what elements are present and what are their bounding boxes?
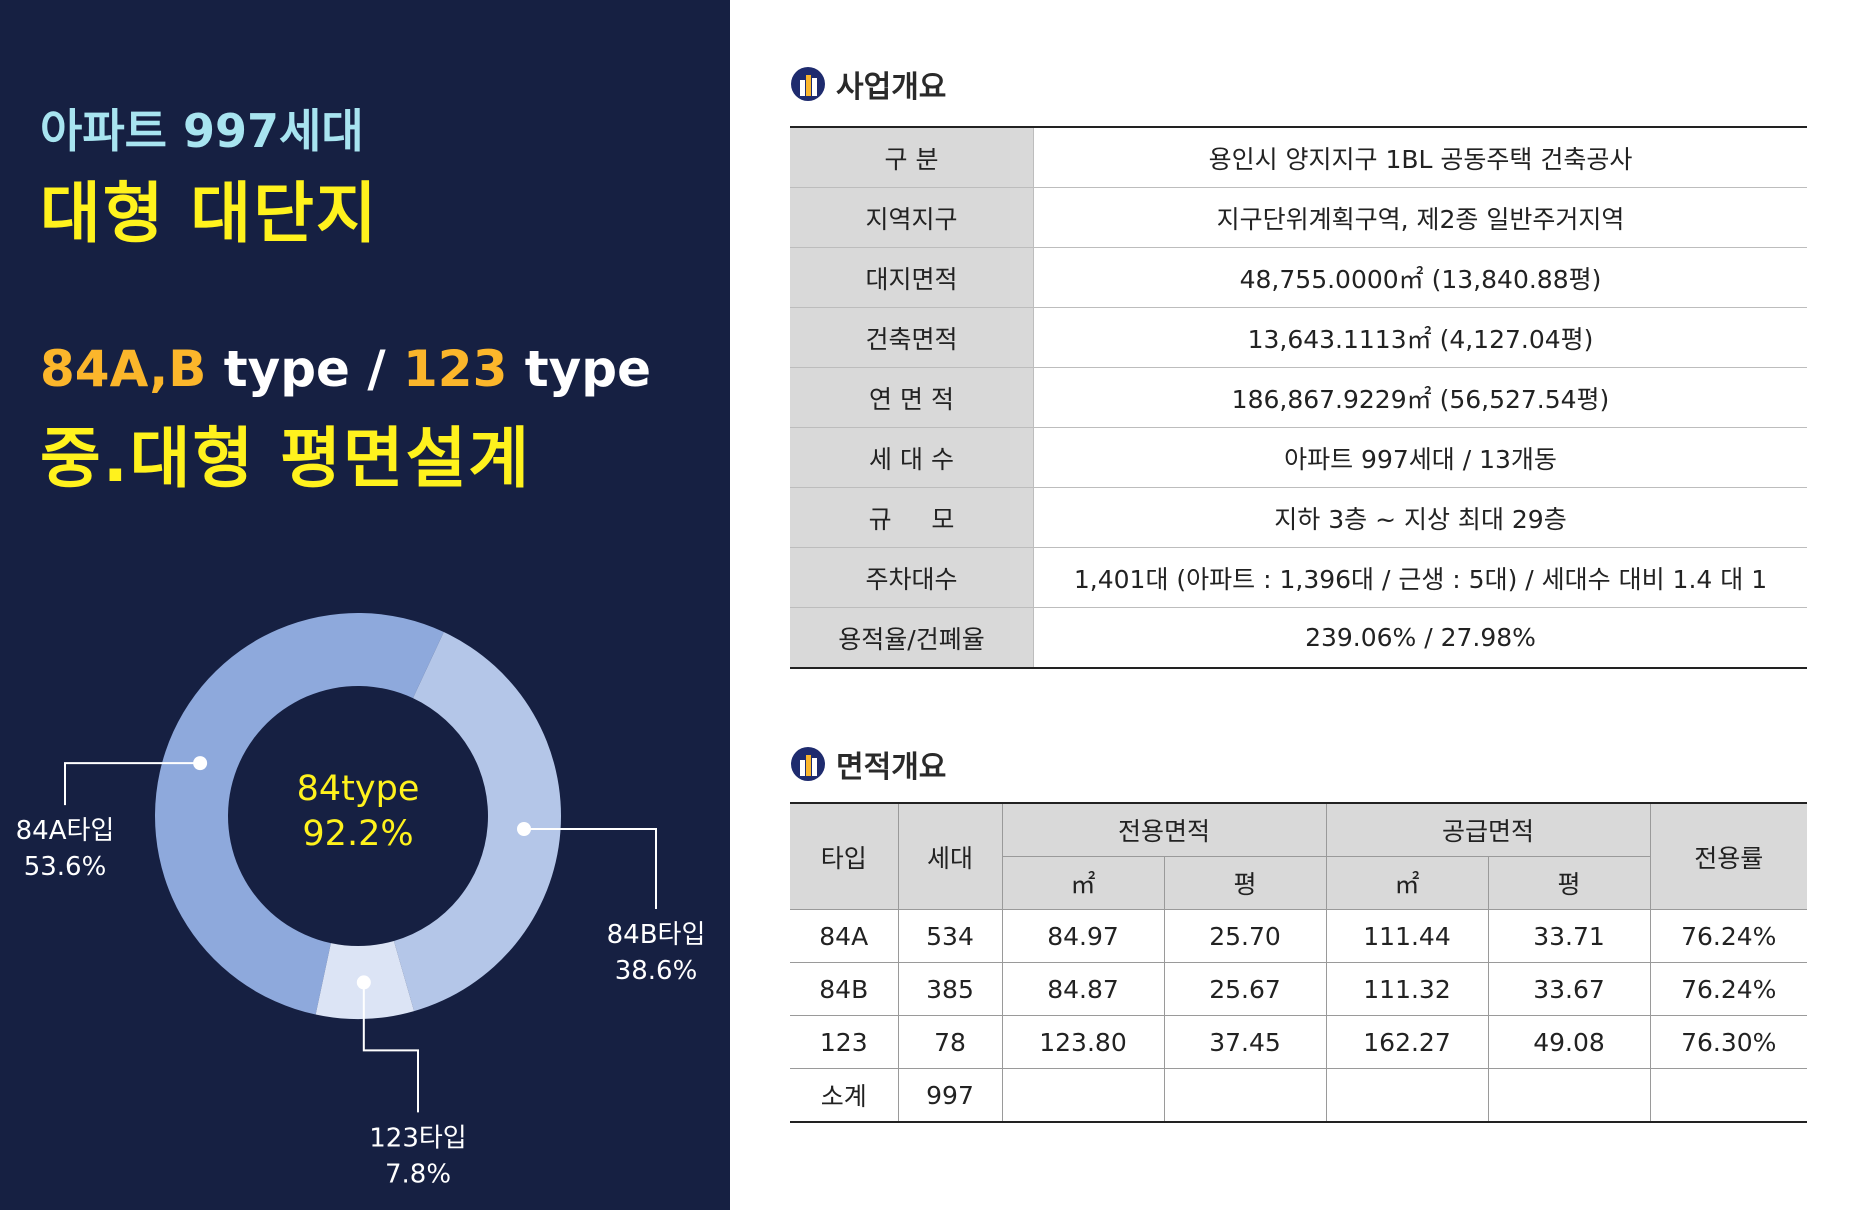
cell-sp-py: 49.08 [1487, 1015, 1651, 1069]
header-exclusive-sqm: ㎡ [1002, 856, 1165, 910]
table-row-total: 소계 997 [790, 1068, 1808, 1123]
headline-type-84: 84A,B [40, 340, 207, 398]
cell-ratio: 76.24% [1649, 962, 1808, 1016]
slice-label-2: 123타입 [369, 1123, 466, 1153]
slice-value-2: 7.8% [385, 1159, 451, 1189]
cell-sp-py: 33.67 [1487, 962, 1651, 1016]
cell-type: 84A [790, 909, 899, 963]
table-row: 세 대 수 아파트 997세대 / 13개동 [790, 427, 1807, 488]
empty-cell [1649, 1068, 1808, 1123]
cell-sp-py: 33.71 [1487, 909, 1651, 963]
overview-key: 용적율/건폐율 [790, 607, 1034, 668]
headline-type-123: 123 [403, 340, 508, 398]
cell-type: 123 [790, 1015, 899, 1069]
cell-ratio: 76.24% [1649, 909, 1808, 963]
slice-label-1: 84B타입 [607, 920, 706, 950]
overview-key: 대지면적 [790, 247, 1034, 308]
overview-value: 지구단위계획구역, 제2종 일반주거지역 [1033, 187, 1807, 248]
area-section-title: 면적개요 [790, 742, 946, 786]
headline-type-suffix: type [507, 340, 651, 398]
table-row: 대지면적 48,755.0000㎡ (13,840.88평) [790, 247, 1807, 308]
empty-cell [1325, 1068, 1489, 1123]
overview-value: 용인시 양지지구 1BL 공동주택 건축공사 [1033, 127, 1807, 188]
building-icon [791, 747, 825, 781]
table-row: 지역지구 지구단위계획구역, 제2종 일반주거지역 [790, 187, 1807, 248]
type-donut-chart: 84A타입 53.6% 84B타입 38.6% 123타입 7.8% 84type 92.… [16, 613, 706, 1189]
header-supply-pyeong: 평 [1487, 856, 1651, 910]
overview-key: 건축면적 [790, 307, 1034, 368]
donut-center-label-value: 92.2% [302, 814, 413, 854]
overview-key: 규 모 [790, 487, 1034, 548]
overview-value: 아파트 997세대 / 13개동 [1033, 427, 1807, 488]
header-supply-sqm: ㎡ [1325, 856, 1489, 910]
table-row: 84A 534 84.97 25.70 111.44 33.71 76.24% [790, 909, 1808, 963]
empty-cell [1001, 1068, 1165, 1123]
headline-large-complex: 대형 대단지 [40, 175, 379, 252]
header-supply-area: 공급면적 [1325, 802, 1651, 857]
header-exclusive-area: 전용면적 [1001, 802, 1327, 857]
area-table: 타입 세대 전용면적 공급면적 전용률 ㎡ 평 ㎡ 평 84A 534 84.97 2… [790, 802, 1808, 1123]
overview-value: 1,401대 (아파트 : 1,396대 / 근생 : 5대) / 세대수 대비… [1033, 547, 1807, 608]
overview-title: 사업개요 [836, 70, 947, 105]
donut-slice-1 [393, 632, 561, 1012]
cell-sp-m2: 111.32 [1325, 962, 1489, 1016]
cell-units: 385 [897, 962, 1003, 1016]
table-row: 84B 385 84.87 25.67 111.32 33.67 76.24% [790, 962, 1808, 1016]
overview-key: 구 분 [790, 127, 1034, 188]
total-type: 소계 [790, 1068, 899, 1123]
overview-key: 연 면 적 [790, 367, 1034, 428]
headline-type-sep: type / [206, 340, 403, 398]
donut-center-label-type: 84type [297, 769, 420, 809]
table-row: 연 면 적 186,867.9229㎡ (56,527.54평) [790, 367, 1807, 428]
overview-value: 186,867.9229㎡ (56,527.54평) [1033, 367, 1807, 428]
cell-ratio: 76.30% [1649, 1015, 1808, 1069]
headline-types: 84A,B type / 123 type [40, 340, 651, 398]
cell-units: 78 [897, 1015, 1003, 1069]
overview-value: 지하 3층 ~ 지상 최대 29층 [1033, 487, 1807, 548]
donut-slice-0 [155, 613, 444, 1015]
table-row: 규 모 지하 3층 ~ 지상 최대 29층 [790, 487, 1807, 548]
area-title: 면적개요 [836, 750, 947, 785]
slice-label-0: 84A타입 [16, 816, 115, 846]
table-row: 123 78 123.80 37.45 162.27 49.08 76.30% [790, 1015, 1808, 1069]
left-panel: 아파트 997세대 대형 대단지 84A,B type / 123 type 중… [0, 0, 730, 1210]
headline-floorplan: 중.대형 평면설계 [40, 420, 532, 497]
cell-ex-py: 25.70 [1163, 909, 1327, 963]
table-row: 구 분 용인시 양지지구 1BL 공동주택 건축공사 [790, 127, 1807, 188]
overview-key: 세 대 수 [790, 427, 1034, 488]
cell-sp-m2: 111.44 [1325, 909, 1489, 963]
cell-sp-m2: 162.27 [1325, 1015, 1489, 1069]
headline-units: 아파트 997세대 [40, 104, 364, 158]
cell-ex-py: 37.45 [1163, 1015, 1327, 1069]
cell-units: 534 [897, 909, 1003, 963]
overview-section-title: 사업개요 [790, 62, 946, 106]
header-exclusive-pyeong: 평 [1163, 856, 1327, 910]
table-row: 주차대수 1,401대 (아파트 : 1,396대 / 근생 : 5대) / 세대… [790, 547, 1807, 608]
cell-type: 84B [790, 962, 899, 1016]
overview-value: 239.06% / 27.98% [1305, 623, 1536, 652]
overview-table: 구 분 용인시 양지지구 1BL 공동주택 건축공사 지역지구 지구단위계획구역, 제… [790, 126, 1807, 669]
empty-cell [1163, 1068, 1327, 1123]
overview-value: 48,755.0000㎡ (13,840.88평) [1033, 247, 1807, 308]
table-row: 건축면적 13,643.1113㎡ (4,127.04평) [790, 307, 1807, 368]
overview-key: 지역지구 [790, 187, 1034, 248]
cell-ex-py: 25.67 [1163, 962, 1327, 1016]
table-row: 용적율/건폐율 239.06% / 27.98% [790, 607, 1807, 668]
cell-ex-m2: 123.80 [1001, 1015, 1165, 1069]
leader-line-0 [64, 762, 201, 806]
leader-line-1 [523, 828, 657, 910]
cell-ex-m2: 84.87 [1001, 962, 1165, 1016]
slice-value-0: 53.6% [24, 852, 107, 882]
building-icon [791, 67, 825, 101]
header-type: 타입 [790, 802, 899, 910]
cell-ex-m2: 84.97 [1001, 909, 1165, 963]
leader-line-2 [362, 982, 419, 1113]
overview-key: 주차대수 [790, 547, 1034, 608]
slice-value-1: 38.6% [615, 956, 698, 986]
empty-cell [1487, 1068, 1651, 1123]
total-units: 997 [897, 1068, 1003, 1123]
header-units: 세대 [897, 802, 1003, 910]
header-exclusive-ratio: 전용률 [1649, 802, 1808, 910]
overview-value: 13,643.1113㎡ (4,127.04평) [1033, 307, 1807, 368]
